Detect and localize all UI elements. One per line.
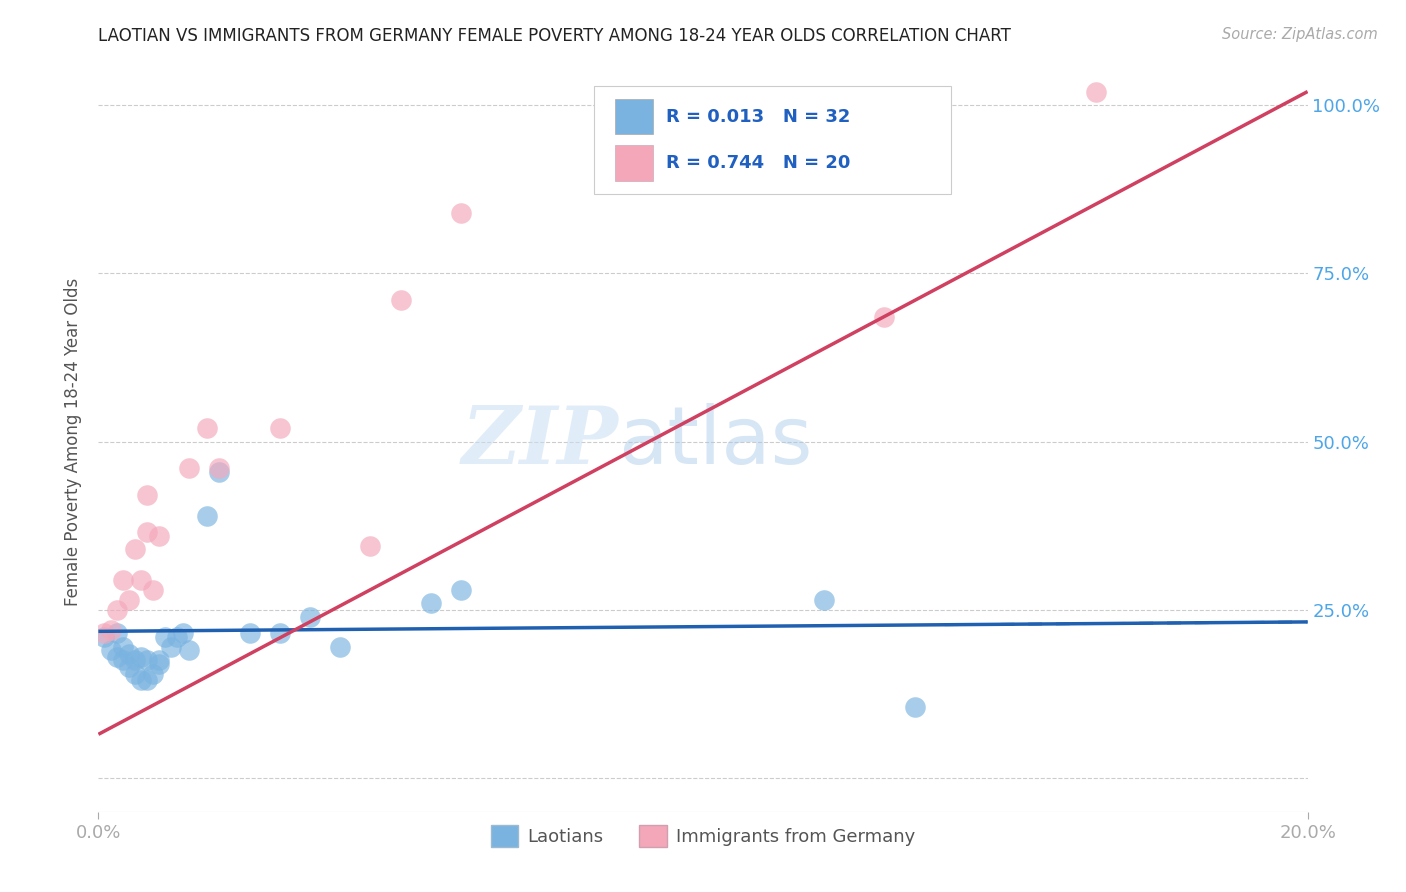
Text: R = 0.744   N = 20: R = 0.744 N = 20 (665, 154, 849, 172)
Point (135, 525, 157, 540)
Point (389, 293, 412, 308)
FancyBboxPatch shape (614, 99, 654, 135)
Point (93, 630, 115, 644)
Point (148, 653, 170, 667)
Point (148, 657, 170, 671)
Point (105, 603, 128, 617)
Point (111, 653, 134, 667)
Point (329, 640, 352, 654)
Point (135, 673, 157, 688)
Point (195, 508, 218, 523)
Point (118, 660, 141, 674)
Point (450, 582, 472, 597)
Point (129, 573, 152, 587)
Point (148, 529, 170, 543)
Point (873, 310, 896, 324)
Point (124, 542, 146, 557)
Point (813, 592, 835, 607)
Point (129, 673, 152, 688)
Point (160, 640, 183, 654)
Text: Source: ZipAtlas.com: Source: ZipAtlas.com (1222, 27, 1378, 42)
Legend: Laotians, Immigrants from Germany: Laotians, Immigrants from Germany (484, 818, 922, 855)
Point (124, 666, 146, 681)
Text: LAOTIAN VS IMMIGRANTS FROM GERMANY FEMALE POVERTY AMONG 18-24 YEAR OLDS CORRELAT: LAOTIAN VS IMMIGRANTS FROM GERMANY FEMAL… (98, 27, 1011, 45)
Point (118, 647, 141, 661)
Point (420, 596, 443, 610)
Point (179, 461, 201, 475)
Point (166, 630, 188, 644)
Point (142, 582, 165, 597)
Point (153, 630, 176, 644)
Point (111, 573, 134, 587)
Point (269, 626, 291, 640)
Point (195, 421, 218, 435)
Point (269, 421, 291, 435)
Point (100, 643, 122, 657)
Text: ZIP: ZIP (461, 403, 619, 480)
FancyBboxPatch shape (595, 87, 950, 194)
Point (135, 653, 157, 667)
Point (239, 626, 262, 640)
Point (360, 539, 382, 553)
Point (124, 653, 146, 667)
Point (93, 626, 115, 640)
Point (299, 609, 322, 624)
Point (129, 649, 152, 664)
Point (135, 488, 157, 502)
Point (172, 626, 194, 640)
Point (105, 626, 128, 640)
Text: R = 0.013   N = 32: R = 0.013 N = 32 (665, 108, 849, 126)
Point (450, 205, 472, 219)
Text: atlas: atlas (619, 402, 813, 481)
FancyBboxPatch shape (614, 145, 654, 181)
Point (105, 649, 128, 664)
Point (1085, 85, 1108, 99)
Point (118, 592, 141, 607)
Point (208, 461, 231, 475)
Point (100, 623, 122, 637)
Y-axis label: Female Poverty Among 18-24 Year Olds: Female Poverty Among 18-24 Year Olds (65, 277, 83, 606)
Point (208, 465, 231, 479)
Point (142, 666, 165, 681)
Point (904, 700, 927, 714)
Point (179, 643, 201, 657)
Point (111, 640, 134, 654)
